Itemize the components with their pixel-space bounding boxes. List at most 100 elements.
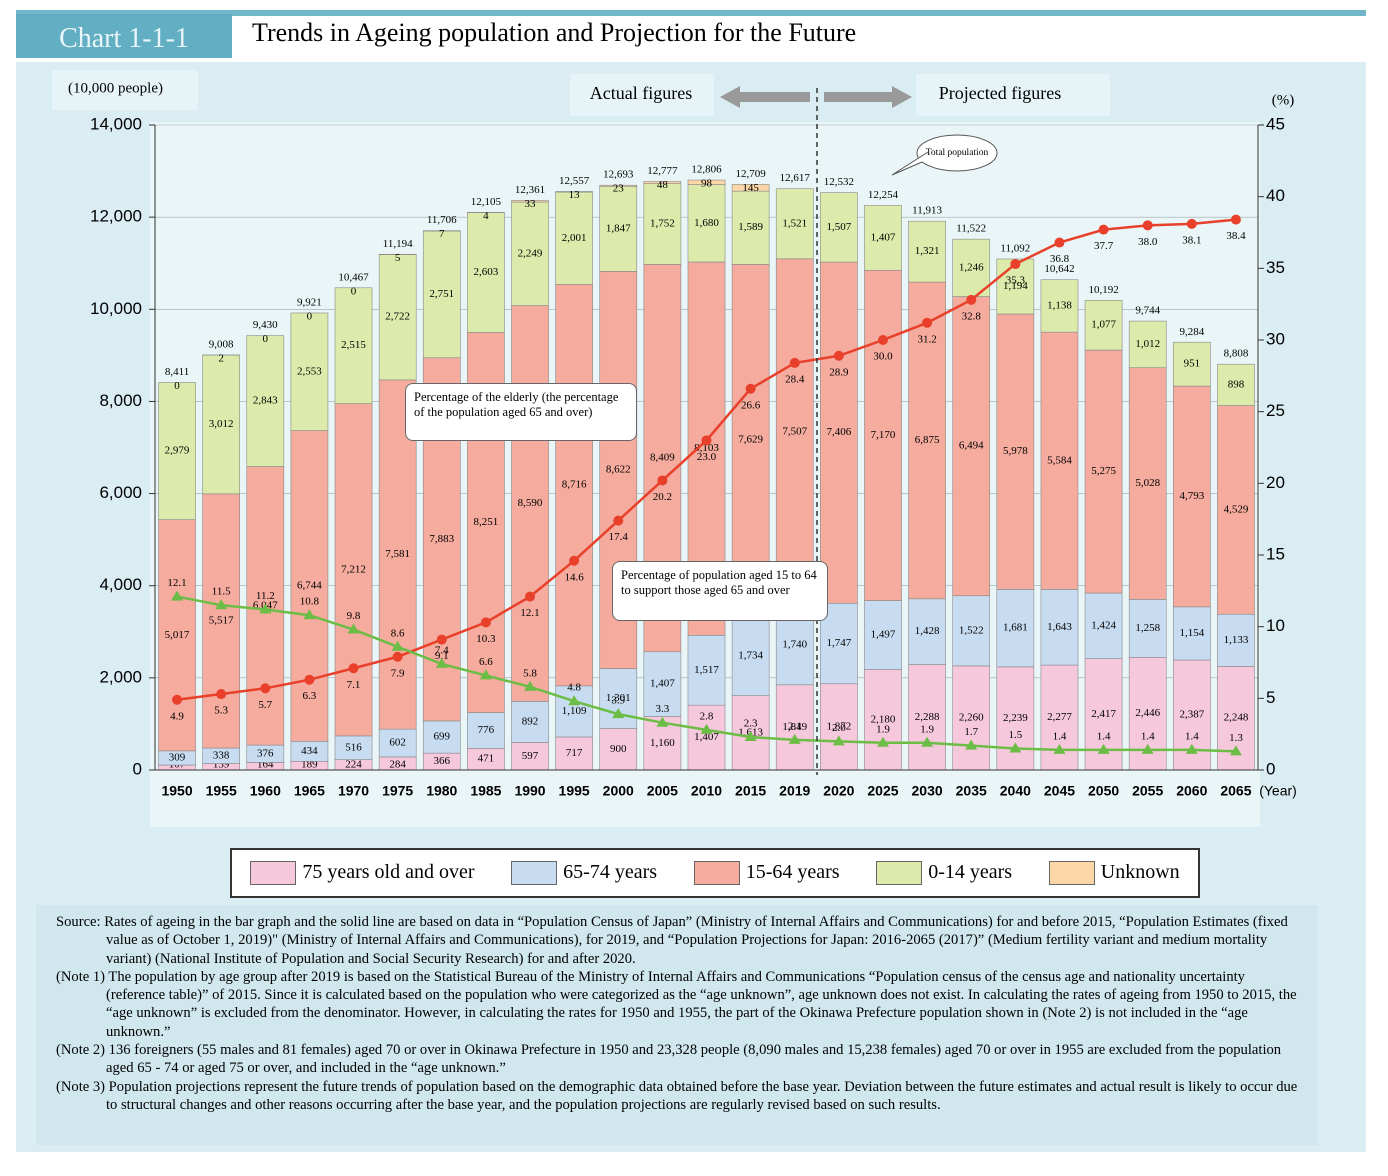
bar-label: 6,875 (915, 434, 940, 446)
bar-segment (952, 665, 991, 771)
bar-segment (952, 238, 991, 297)
total-label: 12,532 (824, 176, 854, 188)
bar-segment (687, 179, 726, 185)
bar-label: 5 (395, 252, 401, 264)
total-label: 12,557 (559, 175, 590, 187)
point (569, 555, 580, 566)
bar-label: 898 (1228, 378, 1245, 390)
bar-segment (555, 685, 593, 738)
line-label: 10.3 (476, 633, 496, 645)
line-label: 5.3 (214, 705, 228, 717)
bar-label: 2,979 (165, 445, 190, 457)
bar-label: 1,407 (650, 678, 675, 690)
bar-label: 7,170 (871, 429, 896, 441)
bar-label: 1,734 (738, 649, 763, 661)
label-box (570, 74, 714, 116)
bar-label: 1,752 (650, 217, 675, 229)
point (347, 623, 360, 634)
point (921, 736, 934, 747)
total-label: 11,522 (956, 223, 986, 235)
line-label: 17.4 (609, 531, 629, 543)
bar-label: 6,494 (959, 440, 984, 452)
total-label: 12,617 (780, 172, 811, 184)
bar-segment (1040, 279, 1079, 333)
bar-label: 1,133 (1224, 634, 1249, 646)
bar-label: 1,872 (826, 720, 851, 732)
bar-label: 1,740 (782, 638, 807, 650)
total-label: 12,105 (471, 196, 502, 208)
y-tick-label: 0 (133, 759, 142, 778)
x-tick-label: 1960 (250, 783, 281, 799)
y-tick-label: 8,000 (99, 391, 142, 410)
line-label: 2.1 (788, 720, 802, 732)
x-tick-label: 2060 (1176, 783, 1207, 799)
legend-swatch (511, 861, 558, 886)
bar-label: 7,581 (385, 548, 410, 560)
bar-segment (1084, 592, 1123, 659)
bar-label: 2,843 (253, 395, 278, 407)
point (1142, 220, 1153, 231)
y2-tick-label: 25 (1266, 401, 1285, 420)
bar-segment (996, 666, 1035, 771)
bar-segment (511, 201, 549, 306)
bar-label: 1,847 (606, 222, 631, 234)
bar-label: 1,077 (1091, 319, 1116, 331)
total-label: 12,254 (868, 189, 899, 201)
x-tick-label: 2015 (735, 783, 766, 799)
point (1229, 745, 1242, 756)
line-label: 11.5 (212, 586, 231, 598)
point (304, 674, 315, 685)
bar-label: 1,521 (782, 217, 807, 229)
header-band (16, 10, 1366, 64)
line-label: 6.3 (303, 690, 317, 702)
point (789, 357, 800, 368)
point (171, 590, 184, 601)
bar-label: 2,180 (871, 713, 896, 725)
note: Source: Rates of ageing in the bar graph… (56, 914, 1288, 967)
bar-segment (511, 701, 549, 743)
bar-segment (290, 312, 329, 431)
bar-segment (1172, 341, 1211, 387)
bar-segment (1084, 300, 1123, 351)
bar-label: 8,622 (606, 464, 631, 476)
bar-segment (511, 305, 549, 702)
bar-segment (952, 595, 991, 667)
line-label: 38.0 (1138, 236, 1158, 248)
bar-segment (555, 284, 593, 687)
note: (Note 1) The population by age group aft… (56, 968, 1297, 1040)
line-label: 35.3 (1006, 275, 1026, 287)
y-tick-label: 4,000 (99, 575, 142, 594)
legend-item: 75 years old and over (250, 861, 475, 886)
bar-label: 7,507 (782, 425, 807, 437)
bar-segment (202, 354, 241, 495)
y2-tick-label: 10 (1266, 616, 1285, 635)
x-tick-label: 2020 (823, 783, 854, 799)
y2-tick-label: 20 (1266, 473, 1285, 492)
point (391, 640, 404, 651)
bar-label: 1,407 (871, 231, 896, 243)
legend-swatch (876, 861, 923, 886)
bar-label: 1,012 (1135, 338, 1160, 350)
bar-segment (952, 296, 991, 597)
point (435, 657, 448, 668)
y2-tick-label: 45 (1266, 114, 1285, 133)
bar-label: 0 (307, 311, 313, 323)
bar-segment (1217, 405, 1255, 615)
bar-segment (731, 184, 770, 192)
y-tick-label: 6,000 (99, 483, 142, 502)
y-tick-label: 12,000 (90, 207, 142, 226)
line-label: 1.4 (1097, 730, 1111, 742)
bar-label: 13 (569, 189, 581, 201)
line-label: 12.1 (167, 577, 186, 589)
bar-label: 4,793 (1179, 490, 1204, 502)
line-label: 1.9 (876, 723, 890, 735)
x-tick-label: 2040 (1000, 783, 1031, 799)
y2-tick-label: 5 (1266, 688, 1275, 707)
point (260, 683, 271, 694)
x-tick-label: 1955 (206, 783, 237, 799)
bar-label: 2,446 (1135, 707, 1160, 719)
bar-label: 48 (657, 179, 669, 191)
point (215, 599, 228, 610)
bar-label: 1,424 (1091, 619, 1116, 631)
bar-label: 33 (525, 198, 537, 210)
